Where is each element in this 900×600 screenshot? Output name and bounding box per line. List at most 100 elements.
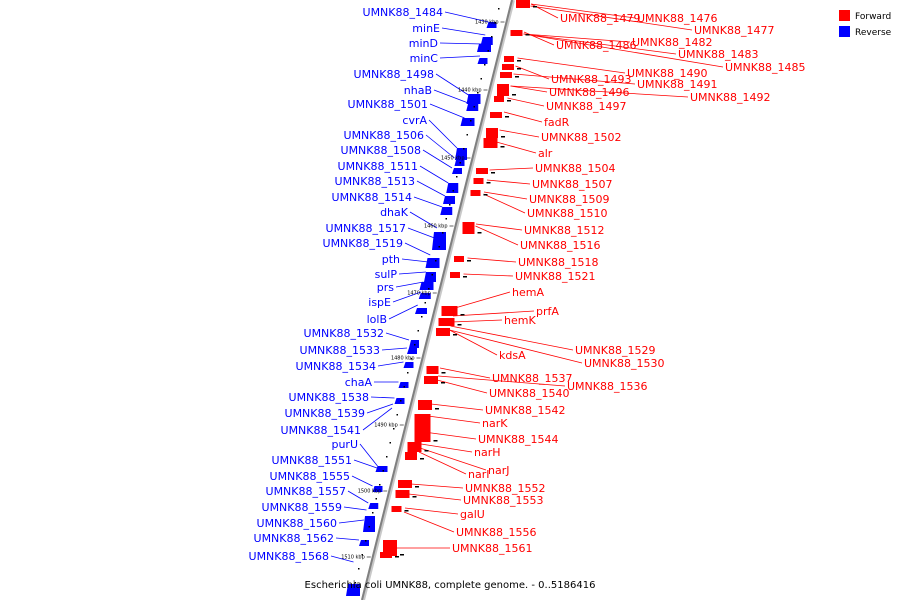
gene-tick [412, 496, 417, 498]
forward-leader [427, 415, 481, 424]
reverse-gene [368, 503, 379, 509]
gene-tick [404, 510, 409, 512]
reverse-gene-label: UMNK88_1539 [285, 407, 365, 420]
minor-mark [442, 232, 444, 234]
forward-gene-label: UMNK88_1537 [492, 372, 572, 385]
reverse-gene [407, 348, 417, 354]
forward-gene-label: UMNK88_1561 [452, 542, 532, 555]
forward-gene-label: UMNK88_1491 [637, 78, 717, 91]
reverse-leader [425, 134, 455, 159]
minor-mark [375, 498, 377, 500]
gene-tick [505, 116, 509, 118]
forward-leader [475, 223, 523, 231]
forward-gene [436, 328, 450, 336]
gene-tick [453, 334, 457, 336]
reverse-leader [335, 537, 360, 541]
minor-mark [386, 456, 388, 458]
reverse-leader [429, 103, 465, 119]
forward-gene-label: UMNK88_1507 [532, 178, 612, 191]
gene-tick [420, 458, 424, 460]
reverse-gene-label: UMNK88_1538 [289, 391, 369, 404]
forward-gene-label: narJ [488, 464, 509, 477]
forward-leader [510, 85, 689, 98]
forward-leader [452, 310, 535, 317]
forward-leader [515, 65, 550, 80]
legend-forward-label: Forward [855, 12, 891, 22]
forward-gene-label: UMNK88_1476 [637, 12, 717, 25]
tick-label: 1460 kbp [424, 224, 448, 230]
reverse-gene [398, 382, 409, 388]
gene-tick [501, 136, 505, 138]
reverse-gene [418, 293, 431, 299]
minor-mark [382, 470, 384, 472]
forward-gene [490, 112, 502, 118]
reverse-leader [381, 347, 408, 351]
reverse-leader [422, 149, 453, 169]
reverse-gene-label: minD [409, 37, 438, 50]
forward-gene [454, 256, 464, 262]
reverse-gene-label: UMNK88_1559 [262, 501, 342, 514]
minor-mark [358, 568, 360, 570]
forward-gene [424, 376, 438, 384]
reverse-leader [398, 271, 427, 275]
minor-mark [421, 316, 423, 318]
minor-mark [424, 302, 426, 304]
reverse-leader [433, 89, 469, 104]
forward-gene [483, 138, 498, 148]
reverse-gene [419, 282, 434, 290]
forward-gene [407, 442, 422, 452]
forward-gene-label: hemA [512, 286, 544, 299]
forward-leader [503, 111, 543, 123]
forward-gene-label: UMNK88_1493 [551, 73, 631, 86]
forward-gene [486, 128, 498, 138]
minor-mark [431, 274, 433, 276]
forward-gene-label: UMNK88_1540 [489, 387, 569, 400]
reverse-gene [466, 103, 479, 111]
forward-gene-label: UMNK88_1492 [690, 91, 770, 104]
forward-gene [516, 0, 530, 8]
minor-mark [480, 78, 482, 80]
forward-gene [441, 306, 458, 316]
gene-tick [433, 440, 438, 442]
forward-gene [438, 318, 455, 326]
reverse-leader [362, 407, 393, 431]
forward-leader [475, 225, 519, 246]
forward-leader [451, 319, 503, 323]
reverse-gene [440, 207, 453, 215]
forward-gene-label: UMNK88_1502 [541, 131, 621, 144]
forward-leader [523, 33, 724, 68]
gene-labels: UMNK88_1484minEminDminCUMNK88_1498nhaBUM… [249, 6, 806, 563]
forward-leader [523, 33, 631, 43]
reverse-leader [343, 506, 367, 511]
gene-tick [515, 76, 519, 78]
reverse-gene-label: UMNK88_1519 [323, 237, 403, 250]
minor-mark [393, 428, 395, 430]
forward-gene-label: UMNK88_1529 [575, 344, 655, 357]
minor-mark [396, 414, 398, 416]
forward-gene-label: UMNK88_1485 [725, 61, 805, 74]
forward-gene [395, 490, 410, 498]
forward-gene [473, 178, 484, 184]
forward-leader [403, 511, 455, 533]
forward-gene [426, 366, 439, 374]
reverse-leader [392, 291, 422, 303]
reverse-gene-label: UMNK88_1557 [266, 485, 346, 498]
forward-gene-label: UMNK88_1512 [524, 224, 604, 237]
forward-gene-label: hemK [504, 314, 536, 327]
forward-leader [467, 257, 517, 263]
forward-gene-label: UMNK88_1510 [527, 207, 607, 220]
reverse-gene [432, 232, 446, 250]
reverse-gene-label: purU [331, 438, 358, 451]
reverse-leader [366, 403, 394, 414]
forward-leader [449, 329, 498, 356]
reverse-leader [370, 396, 395, 399]
gene-tick [517, 68, 521, 70]
reverse-gene-label: UMNK88_1562 [254, 532, 334, 545]
minor-mark [449, 204, 451, 206]
minor-mark [473, 106, 475, 108]
forward-leader [513, 73, 636, 85]
reverse-gene-label: UMNK88_1498 [354, 68, 434, 81]
genome-backbone [361, 0, 515, 600]
legend: Forward Reverse [839, 10, 892, 38]
forward-leader [483, 193, 526, 214]
